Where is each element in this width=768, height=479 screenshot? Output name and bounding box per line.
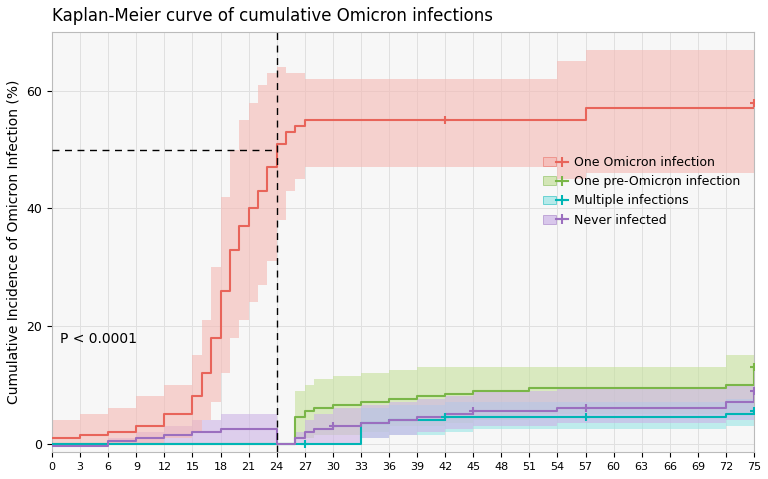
Y-axis label: Cumulative Incidence of Omicron Infection (%): Cumulative Incidence of Omicron Infectio… bbox=[7, 80, 21, 404]
Text: Kaplan-Meier curve of cumulative Omicron infections: Kaplan-Meier curve of cumulative Omicron… bbox=[52, 7, 493, 25]
Legend: One Omicron infection, One pre-Omicron infection, Multiple infections, Never inf: One Omicron infection, One pre-Omicron i… bbox=[543, 156, 740, 227]
Text: P < 0.0001: P < 0.0001 bbox=[60, 332, 137, 346]
